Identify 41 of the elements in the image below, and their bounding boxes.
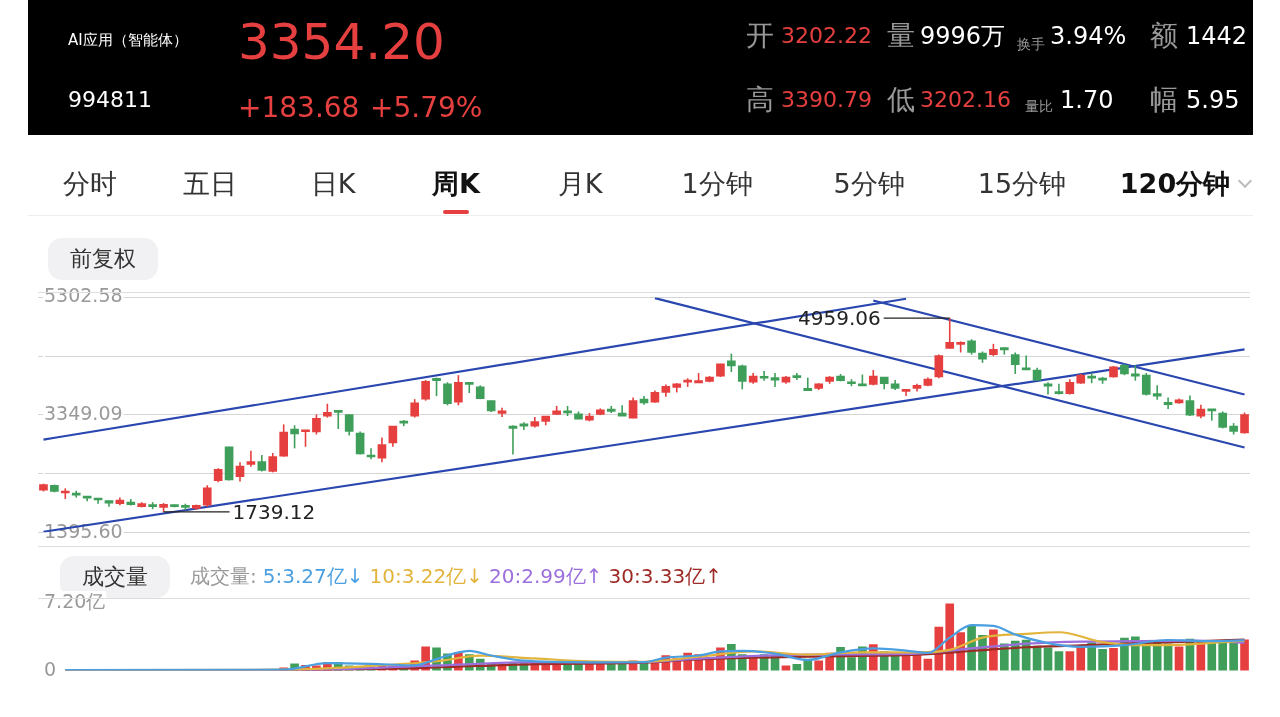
- text: 1分钟: [681, 167, 753, 199]
- text: 1442: [1186, 22, 1248, 50]
- text: 量: [887, 19, 915, 52]
- text: 3354.20: [238, 13, 445, 71]
- text: 3202.16: [920, 87, 1011, 112]
- y-tick-label: 3349.09: [44, 401, 123, 424]
- text: 20:2.99亿↑: [489, 564, 603, 588]
- text: 分时: [63, 167, 117, 199]
- text: 120分钟: [1119, 167, 1231, 199]
- text: 低: [887, 83, 915, 116]
- text: 周K: [432, 167, 480, 199]
- text: 5分钟: [833, 167, 905, 199]
- text: 5:3.27亿↓: [262, 564, 364, 588]
- text: 量比: [1025, 98, 1053, 114]
- chart-title: 成交量: [82, 564, 148, 589]
- annotation: 1739.12: [232, 500, 316, 525]
- text: 高: [746, 83, 774, 116]
- text: 994811: [68, 87, 152, 112]
- text: 3202.22: [781, 23, 872, 48]
- text: 日K: [310, 167, 356, 199]
- text: 额: [1150, 19, 1178, 52]
- text: 3390.79: [781, 87, 872, 112]
- text: 30:3.33亿↑: [608, 564, 722, 588]
- chart-title: 前复权: [48, 238, 158, 280]
- text: 3.94%: [1050, 22, 1127, 50]
- text: 5.95: [1186, 86, 1240, 114]
- text: 1.70: [1060, 86, 1114, 114]
- text: 10:3.22亿↓: [369, 564, 483, 588]
- text: 换手: [1017, 36, 1045, 52]
- y-tick-label: 0: [44, 657, 57, 680]
- text: AI应用（智能体）: [68, 30, 188, 49]
- text: 开: [746, 19, 774, 52]
- annotation: 4959.06: [798, 306, 881, 331]
- text: 15分钟: [977, 167, 1067, 199]
- text: 五日: [183, 167, 237, 199]
- text: 月K: [557, 167, 603, 199]
- text: 9996万: [920, 22, 1006, 50]
- text: +5.79%: [370, 91, 483, 124]
- text: +183.68: [238, 91, 360, 124]
- text: 幅: [1150, 83, 1178, 116]
- legend-title: 成交量:: [190, 564, 257, 588]
